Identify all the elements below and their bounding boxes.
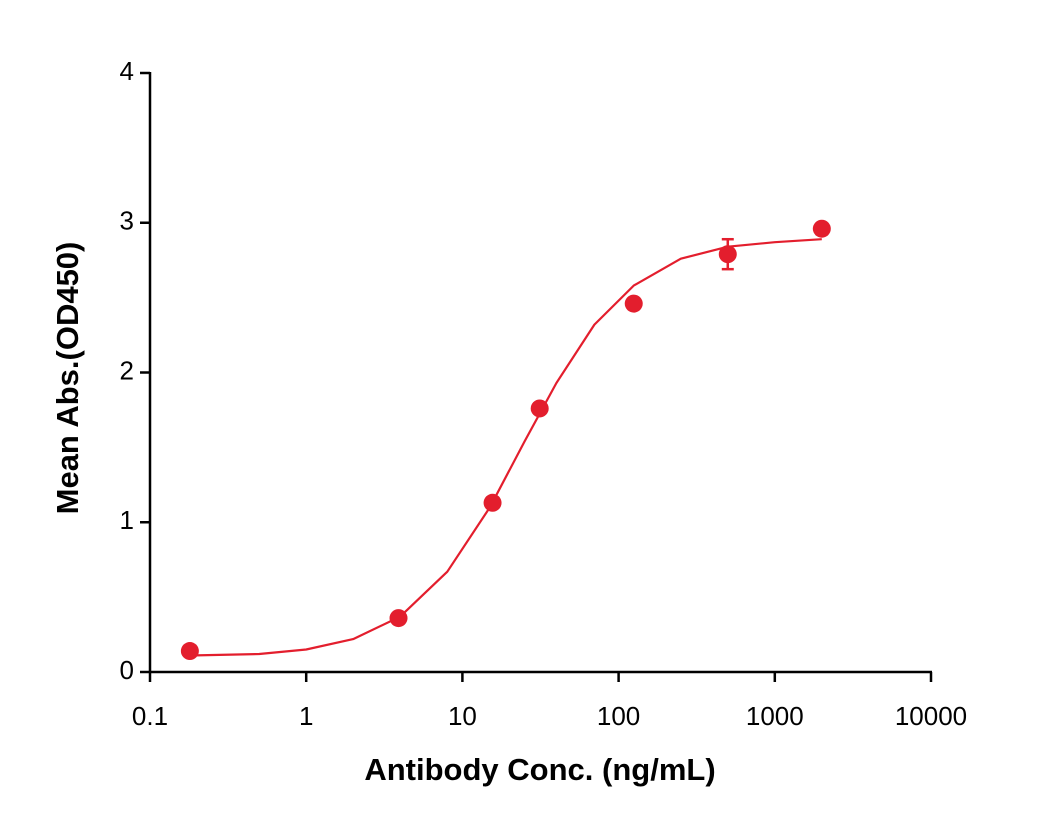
- data-point: [389, 609, 408, 628]
- fit-curve: [189, 238, 822, 657]
- x-tick-label: 1: [299, 701, 313, 731]
- y-tick-label: 2: [120, 355, 134, 385]
- x-tick-label: 100: [597, 701, 640, 731]
- x-tick-label: 10: [448, 701, 477, 731]
- y-tick-label: 3: [120, 206, 134, 236]
- data-point: [483, 493, 502, 512]
- data-point: [718, 245, 737, 264]
- x-tick-label: 10000: [895, 701, 967, 731]
- y-tick-label: 0: [120, 655, 134, 685]
- y-axis-title: Mean Abs.(OD450): [50, 242, 85, 515]
- data-point: [180, 642, 199, 661]
- y-tick-label: 1: [120, 505, 134, 535]
- x-tick-label: 1000: [746, 701, 804, 731]
- data-point: [812, 219, 831, 238]
- data-point: [530, 399, 549, 418]
- x-axis-title: Antibody Conc. (ng/mL): [364, 752, 715, 787]
- y-tick-label: 4: [120, 56, 134, 86]
- data-point: [624, 294, 643, 313]
- x-tick-label: 0.1: [132, 701, 168, 731]
